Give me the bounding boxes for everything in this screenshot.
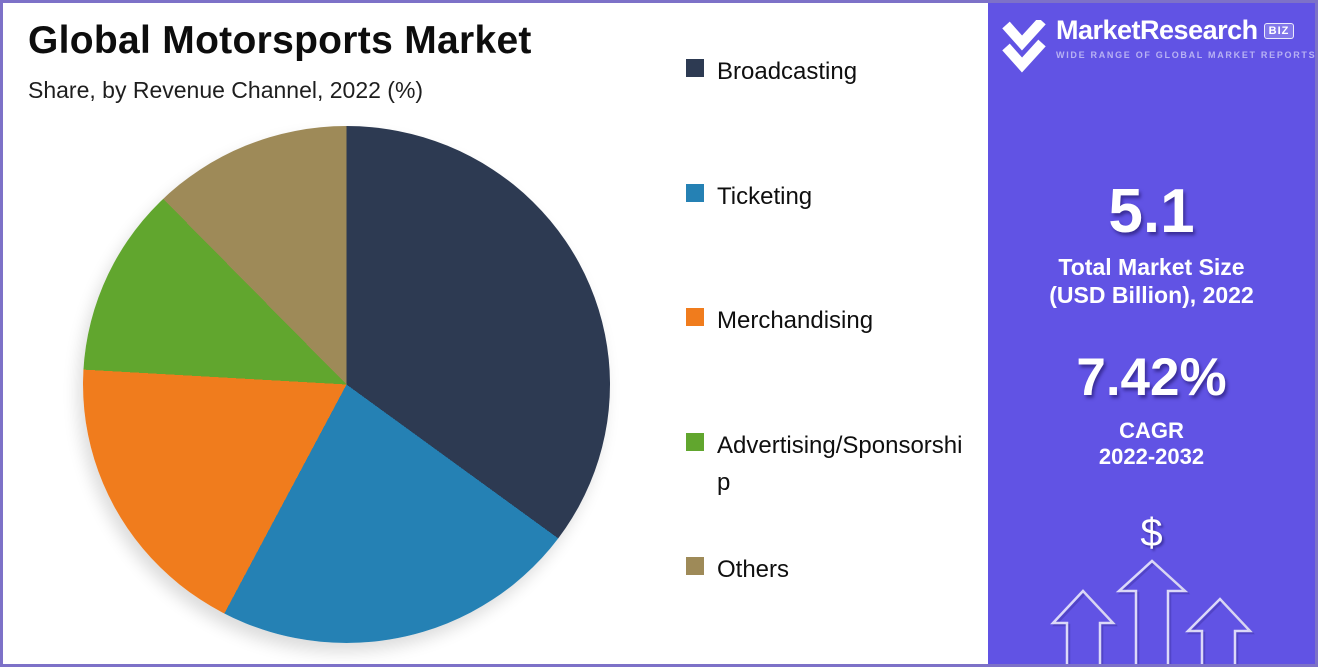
legend-swatch-advertising-sponsorship [686,432,704,451]
cagr-label: CAGR 2022-2032 [988,418,1315,471]
legend-label: Ticketing [717,182,813,210]
legend-label: Broadcasting [717,58,858,85]
legend-swatch-others [686,557,704,575]
pie-chart [83,126,610,643]
legend-item-advertising-sponsorship: Advertising/Sponsorship [686,427,969,552]
page-subtitle: Share, by Revenue Channel, 2022 (%) [28,77,424,103]
legend-item-others: Others [686,551,969,664]
legend-label: Advertising/Sponsorship [717,431,963,496]
title-block: Global Motorsports Market Share, by Reve… [28,19,532,104]
brand-name: MarketResearch [1056,15,1258,45]
legend-item-merchandising: Merchandising [686,302,969,427]
brand-logo: MarketResearch BIZ WIDE RANGE OF GLOBAL … [988,3,1315,78]
double-check-logo-icon [1002,20,1046,73]
brand-tagline: WIDE RANGE OF GLOBAL MARKET REPORTS [1056,49,1315,60]
legend-item-broadcasting: Broadcasting [686,53,969,178]
cagr-label-line2: 2022-2032 [1098,444,1205,470]
market-size-label-line1: Total Market Size [1058,254,1245,281]
chart-legend: Broadcasting Ticketing Merchandising Adv… [686,53,969,664]
legend-item-ticketing: Ticketing [686,178,969,303]
cagr-value: 7.42% [1076,348,1227,407]
market-size-value: 5.1 [1108,177,1195,246]
brand-badge: BIZ [1263,22,1295,39]
legend-swatch-broadcasting [686,59,704,77]
growth-arrows-icon [1050,559,1253,664]
page-title: Global Motorsports Market [28,19,532,62]
legend-swatch-ticketing [686,183,704,202]
market-size-label: Total Market Size (USD Billion), 2022 [988,254,1315,309]
cagr-metric: 7.42% CAGR 2022-2032 [988,350,1315,470]
cagr-label-line1: CAGR [1119,417,1184,443]
sidebar: MarketResearch BIZ WIDE RANGE OF GLOBAL … [988,3,1315,664]
brand-text-block: MarketResearch BIZ WIDE RANGE OF GLOBAL … [1056,15,1315,60]
legend-label: Others [717,556,790,583]
market-size-label-line2: (USD Billion), 2022 [1049,281,1254,308]
legend-swatch-merchandising [686,308,704,326]
market-size-metric: 5.1 Total Market Size (USD Billion), 202… [988,179,1315,309]
legend-label: Merchandising [717,307,874,334]
dollar-icon: $ [1140,511,1163,555]
